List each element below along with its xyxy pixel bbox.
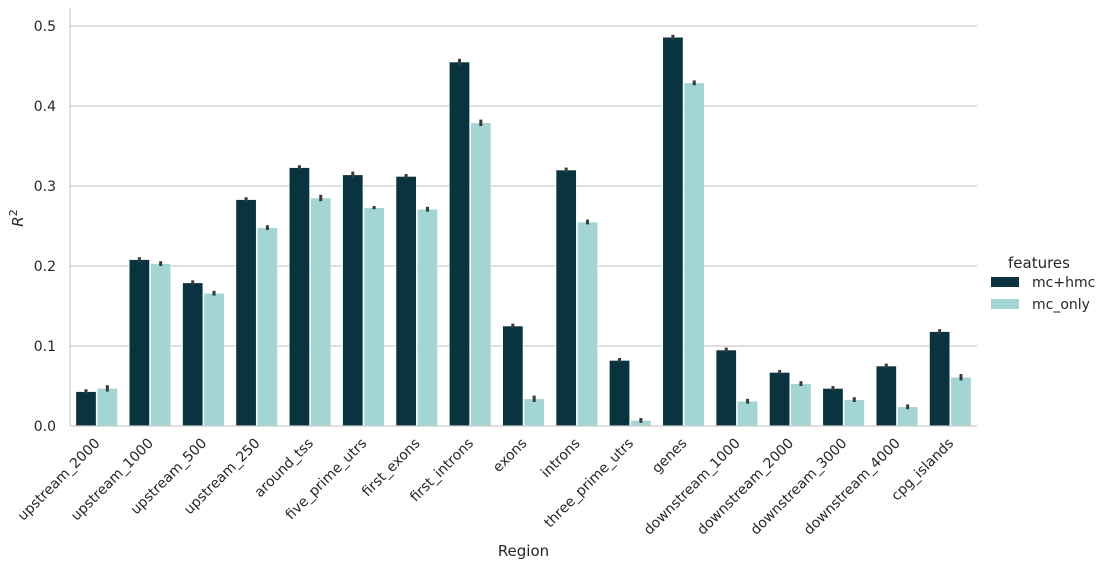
grid-lines xyxy=(70,25,977,347)
bar-mc_only-genes xyxy=(683,82,705,427)
bar-mc_only-cpg_islands xyxy=(950,376,972,427)
error-bars-layer xyxy=(84,34,963,423)
y-axis-label: R2 xyxy=(7,209,27,226)
bar-mc_only-around_tss xyxy=(310,197,332,427)
bar-mc+hmc-three_prime_utrs xyxy=(609,360,631,427)
bar-mc_only-downstream_4000 xyxy=(897,406,919,427)
legend-label: mc_only xyxy=(1032,297,1090,313)
x-tick-label: downstream_3000 xyxy=(748,436,851,539)
y-tick-label: 0.0 xyxy=(34,419,56,435)
x-axis-label: Region xyxy=(498,542,549,560)
legend-swatch-mc+hmc xyxy=(991,277,1019,287)
bar-mc_only-downstream_1000 xyxy=(737,400,759,427)
bar-mc+hmc-upstream_1000 xyxy=(128,259,150,427)
x-tick-label: introns xyxy=(538,436,584,482)
x-tick-label: downstream_2000 xyxy=(694,436,797,539)
y-tick-label: 0.4 xyxy=(34,99,56,115)
legend-label: mc+hmc xyxy=(1032,275,1095,291)
bar-mc+hmc-cpg_islands xyxy=(929,331,951,427)
x-tick-label: downstream_1000 xyxy=(641,436,744,539)
legend: features mc+hmc mc_only xyxy=(991,254,1095,313)
bar-mc+hmc-downstream_2000 xyxy=(769,372,791,427)
bar-mc_only-upstream_250 xyxy=(256,227,278,427)
bar-mc+hmc-genes xyxy=(662,36,684,427)
y-axis-label-superscript: 2 xyxy=(7,209,20,216)
bar-mc+hmc-introns xyxy=(555,169,577,427)
bar-mc_only-upstream_2000 xyxy=(96,388,118,427)
x-tick-label: three_prime_utrs xyxy=(541,436,637,532)
bar-mc_only-upstream_500 xyxy=(203,292,225,427)
bar-mc+hmc-downstream_3000 xyxy=(822,388,844,427)
x-tick-label: exons xyxy=(490,436,530,476)
bar-mc+hmc-upstream_500 xyxy=(182,282,204,427)
bar-mc_only-introns xyxy=(577,221,598,427)
y-tick-label: 0.5 xyxy=(34,19,56,35)
x-tick-label: downstream_4000 xyxy=(801,436,904,539)
bar-mc_only-upstream_1000 xyxy=(150,263,172,427)
bar-mc_only-downstream_2000 xyxy=(790,383,812,427)
bar-mc_only-exons xyxy=(523,398,545,427)
x-tick-label: genes xyxy=(649,436,690,477)
y-tick-labels: 0.0 0.1 0.2 0.3 0.4 0.5 xyxy=(34,19,56,435)
bar-mc+hmc-upstream_2000 xyxy=(75,391,97,427)
bar-mc_only-first_exons xyxy=(416,208,438,427)
legend-title: features xyxy=(1008,254,1070,272)
bar-mc+hmc-downstream_4000 xyxy=(875,365,897,427)
bar-mc+hmc-upstream_250 xyxy=(235,199,257,427)
bar-mc+hmc-five_prime_utrs xyxy=(342,174,364,427)
y-tick-label: 0.1 xyxy=(34,339,56,355)
bar-mc+hmc-around_tss xyxy=(288,167,310,427)
y-tick-label: 0.3 xyxy=(34,179,56,195)
x-tick-labels: upstream_2000upstream_1000upstream_500up… xyxy=(15,436,957,539)
bar-mc+hmc-downstream_1000 xyxy=(715,349,737,427)
bar-mc_only-downstream_3000 xyxy=(843,399,865,427)
legend-swatch-mc_only xyxy=(991,299,1019,309)
bars-layer xyxy=(75,36,972,427)
bar-mc+hmc-first_introns xyxy=(449,61,470,427)
bar-mc_only-five_prime_utrs xyxy=(363,207,385,427)
bar-mc+hmc-first_exons xyxy=(395,176,417,427)
bar-mc_only-first_introns xyxy=(470,122,492,427)
y-axis-label-base: R xyxy=(9,216,27,226)
bar-mc+hmc-exons xyxy=(502,325,524,427)
y-tick-label: 0.2 xyxy=(34,259,56,275)
